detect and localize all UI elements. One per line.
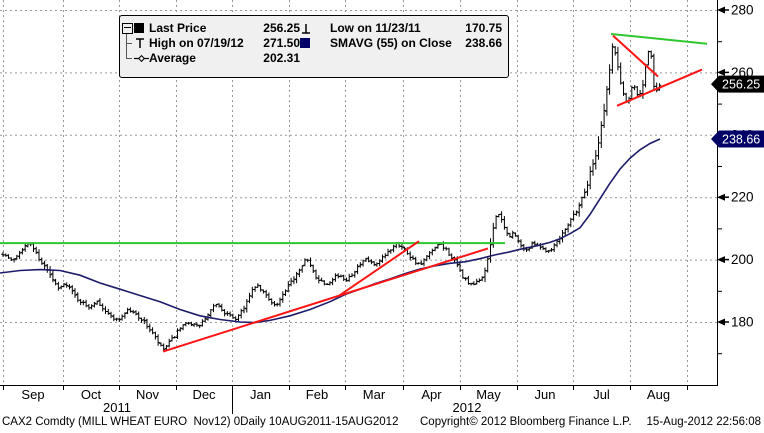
y-tick-label: 280 <box>731 3 754 18</box>
month-label: Sep <box>21 387 44 402</box>
legend-tree <box>120 21 134 36</box>
y-tick-label: 200 <box>731 252 754 267</box>
y-tick-label: 180 <box>731 315 754 330</box>
legend-label: Average <box>149 51 196 65</box>
status-bar: CAX2 Comdty (MILL WHEAT EURO Nov12) 0Dai… <box>0 416 764 433</box>
chart-legend: Last Price 256.25 Low on 11/23/11 170.75… <box>119 15 509 78</box>
red-uptrend-long[interactable] <box>162 247 489 353</box>
month-label: Mar <box>363 387 386 402</box>
month-label: Aug <box>647 387 670 402</box>
smavg-55-line <box>0 138 661 324</box>
smavg-badge: 238.66 <box>711 130 764 148</box>
month-label: Oct <box>81 387 102 402</box>
y-tick-label: 220 <box>731 190 754 205</box>
last-price-swatch-icon <box>134 21 149 36</box>
legend-label: Low on 11/23/11 <box>330 21 421 35</box>
legend-value: 271.50 <box>263 36 300 50</box>
badge-value: 238.66 <box>722 133 760 147</box>
badge-value: 256.25 <box>722 78 760 92</box>
average-marker-icon <box>134 51 149 66</box>
month-label: Jan <box>250 387 271 402</box>
axes <box>0 0 722 390</box>
y-axis-tick: 200 <box>717 252 754 267</box>
legend-value: 170.75 <box>465 21 502 35</box>
month-label: Nov <box>136 387 160 402</box>
copyright-text: Copyright© 2012 Bloomberg Finance L.P. <box>420 416 632 428</box>
legend-label: High on 07/19/12 <box>149 36 244 50</box>
green-pennant-upper[interactable] <box>610 33 708 45</box>
month-label: Apr <box>421 387 442 402</box>
month-label: Jul <box>593 387 610 402</box>
red-pennant-lower[interactable] <box>616 68 703 107</box>
month-label: Jun <box>535 387 556 402</box>
security-description: CAX2 Comdty (MILL WHEAT EURO Nov12) 0Dai… <box>2 416 399 428</box>
low-marker-icon <box>300 21 313 36</box>
month-label: Feb <box>306 387 328 402</box>
red-pennant-upper[interactable] <box>612 34 659 78</box>
legend-value: 202.31 <box>263 51 300 65</box>
legend-value: 256.25 <box>263 21 300 35</box>
last-price-badge: 256.25 <box>711 75 764 93</box>
timestamp: 15-Aug-2012 22:56:08 <box>646 416 761 428</box>
year-label: 2011 <box>103 400 131 415</box>
legend-label: SMAVG (55) on Close <box>330 36 452 50</box>
y-axis-tick: 220 <box>717 190 754 205</box>
legend-tree <box>120 51 134 66</box>
smavg-swatch-icon <box>300 36 313 51</box>
month-label: May <box>476 387 501 402</box>
month-label: Dec <box>192 387 216 402</box>
legend-value: 238.66 <box>465 36 502 50</box>
y-axis-tick: 280 <box>717 3 754 18</box>
legend-label: Last Price <box>149 21 207 35</box>
year-label: 2012 <box>453 400 482 415</box>
legend-tree <box>120 36 134 51</box>
collapse-legend-icon[interactable] <box>122 23 133 34</box>
ohlc-price-bars <box>1 43 662 352</box>
high-marker-icon <box>134 36 149 51</box>
y-axis-tick: 180 <box>717 315 754 330</box>
red-uptrend-steep[interactable] <box>337 240 420 298</box>
